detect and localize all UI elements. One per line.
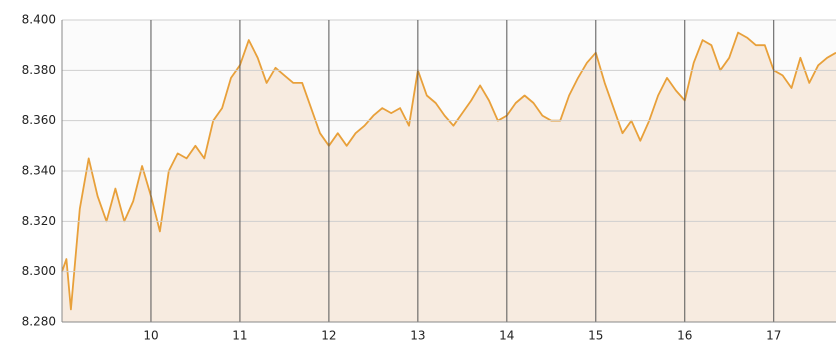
x-tick-label: 10 [143,329,158,343]
x-tick-label: 16 [677,329,692,343]
y-tick-label: 8.380 [22,63,56,77]
y-tick-label: 8.300 [22,264,56,278]
y-tick-label: 8.360 [22,113,56,127]
x-tick-label: 12 [321,329,336,343]
y-tick-label: 8.340 [22,164,56,178]
y-tick-label: 8.320 [22,214,56,228]
x-tick-label: 14 [499,329,514,343]
y-tick-label: 8.400 [22,13,56,27]
x-tick-label: 15 [588,329,603,343]
y-tick-label: 8.280 [22,315,56,329]
line [61,31,836,311]
x-tick-label: 11 [232,329,247,343]
x-tick-label: 13 [410,329,425,343]
area-fill [62,32,836,322]
x-tick-label: 17 [766,329,781,343]
